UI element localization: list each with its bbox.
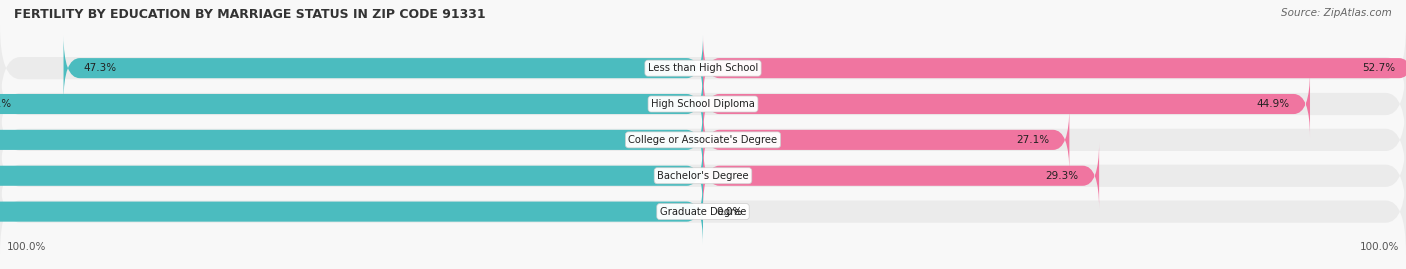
Text: 100.0%: 100.0% (1360, 242, 1399, 252)
FancyBboxPatch shape (703, 107, 1070, 173)
Text: Bachelor's Degree: Bachelor's Degree (657, 171, 749, 181)
Text: 29.3%: 29.3% (1046, 171, 1078, 181)
FancyBboxPatch shape (703, 71, 1310, 137)
FancyBboxPatch shape (703, 35, 1406, 101)
FancyBboxPatch shape (0, 133, 1406, 218)
FancyBboxPatch shape (0, 61, 1406, 147)
Text: 0.0%: 0.0% (717, 207, 742, 217)
Text: 47.3%: 47.3% (84, 63, 117, 73)
Text: High School Diploma: High School Diploma (651, 99, 755, 109)
FancyBboxPatch shape (703, 143, 1099, 209)
Text: Source: ZipAtlas.com: Source: ZipAtlas.com (1281, 8, 1392, 18)
FancyBboxPatch shape (0, 26, 1406, 111)
Text: Graduate Degree: Graduate Degree (659, 207, 747, 217)
FancyBboxPatch shape (0, 97, 1406, 183)
Text: 100.0%: 100.0% (7, 242, 46, 252)
FancyBboxPatch shape (63, 35, 703, 101)
Text: 55.1%: 55.1% (0, 99, 11, 109)
FancyBboxPatch shape (0, 143, 703, 209)
Text: Less than High School: Less than High School (648, 63, 758, 73)
Text: College or Associate's Degree: College or Associate's Degree (628, 135, 778, 145)
Text: 44.9%: 44.9% (1257, 99, 1289, 109)
FancyBboxPatch shape (0, 107, 703, 173)
FancyBboxPatch shape (0, 169, 1406, 254)
FancyBboxPatch shape (0, 179, 703, 245)
Text: FERTILITY BY EDUCATION BY MARRIAGE STATUS IN ZIP CODE 91331: FERTILITY BY EDUCATION BY MARRIAGE STATU… (14, 8, 485, 21)
FancyBboxPatch shape (0, 71, 703, 137)
Text: 52.7%: 52.7% (1362, 63, 1395, 73)
Text: 27.1%: 27.1% (1017, 135, 1049, 145)
